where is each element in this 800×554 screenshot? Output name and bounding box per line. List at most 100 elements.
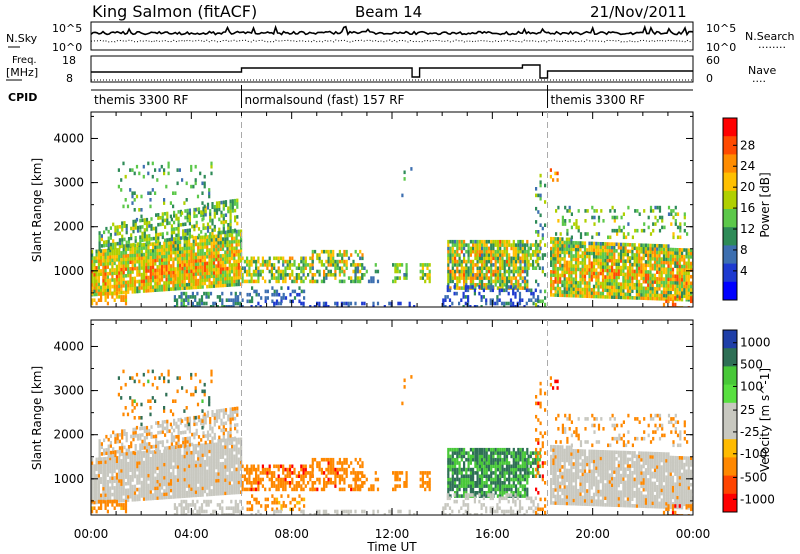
heatmap-cell (201, 211, 204, 215)
heatmap-cell (595, 278, 598, 282)
heatmap-cell (514, 295, 517, 299)
heatmap-cell (235, 490, 238, 495)
heatmap-cell (338, 273, 341, 277)
heatmap-cell (172, 465, 175, 469)
heatmap-cell (121, 432, 124, 437)
heatmap-cell (608, 245, 611, 250)
heatmap-cell (219, 247, 222, 251)
heatmap-cell (97, 473, 100, 478)
heatmap-cell (652, 222, 655, 226)
heatmap-cell (667, 277, 670, 281)
heatmap-cell (574, 254, 578, 258)
heatmap-cell (166, 231, 169, 236)
heatmap-cell (624, 242, 627, 247)
heatmap-cell (266, 266, 269, 270)
heatmap-cell (676, 277, 679, 282)
heatmap-cell (304, 256, 307, 261)
heatmap-cell (206, 206, 210, 210)
heatmap-cell (228, 298, 231, 302)
heatmap-cell (136, 497, 139, 502)
heatmap-cell (142, 467, 146, 471)
colorbar-tick-label: 28 (740, 138, 755, 152)
heatmap-cell (210, 475, 213, 480)
heatmap-cell (568, 273, 571, 278)
heatmap-cell (201, 476, 204, 481)
heatmap-cell (464, 288, 467, 293)
heatmap-cell (228, 273, 231, 277)
heatmap-cell (455, 291, 458, 296)
heatmap-cell (343, 273, 346, 277)
heatmap-cell (109, 479, 112, 484)
heatmap-cell (113, 479, 116, 483)
heatmap-cell (158, 459, 161, 464)
heatmap-cell (574, 247, 578, 252)
heatmap-cell (654, 222, 657, 226)
heatmap-cell (221, 448, 225, 453)
heatmap-cell (213, 205, 216, 209)
heatmap-cell (550, 276, 553, 281)
heatmap-cell (201, 258, 204, 263)
heatmap-cell (635, 263, 638, 267)
heatmap-cell (635, 259, 638, 264)
heatmap-cell (483, 253, 486, 257)
heatmap-cell (568, 237, 571, 242)
heatmap-cell (206, 225, 210, 230)
heatmap-cell (563, 260, 566, 265)
heatmap-cell (629, 266, 632, 270)
heatmap-cell (136, 450, 140, 454)
heatmap-cell (629, 276, 632, 280)
heatmap-cell (167, 485, 170, 490)
heatmap-cell (270, 266, 273, 270)
heatmap-cell (145, 470, 148, 475)
heatmap-cell (194, 208, 197, 212)
heatmap-cell (207, 291, 210, 296)
heatmap-cell (179, 236, 182, 240)
heatmap-cell (563, 257, 566, 261)
heatmap-cell (620, 249, 623, 253)
heatmap-cell (568, 267, 571, 271)
heatmap-cell (203, 174, 206, 179)
heatmap-cell (154, 268, 157, 273)
heatmap-cell (165, 489, 168, 493)
heatmap-cell (291, 256, 294, 261)
heatmap-cell (201, 489, 204, 494)
heatmap-cell (217, 485, 220, 489)
heatmap-cell (192, 467, 195, 471)
heatmap-cell (231, 283, 234, 287)
heatmap-cell (665, 257, 668, 262)
heatmap-cell (219, 485, 222, 489)
heatmap-cell (501, 276, 504, 280)
heatmap-cell (622, 249, 625, 253)
heatmap-cell (155, 236, 158, 241)
heatmap-cell (583, 261, 587, 265)
heatmap-cell (199, 258, 202, 263)
heatmap-cell (681, 268, 684, 272)
heatmap-cell (184, 215, 187, 220)
heatmap-cell (219, 448, 222, 453)
heatmap-cell (683, 271, 686, 275)
heatmap-cell (583, 294, 587, 298)
heatmap-cell (501, 243, 504, 247)
heatmap-cell (329, 253, 332, 257)
heatmap-cell (586, 291, 589, 295)
heatmap-cell (323, 279, 326, 284)
heatmap-cell (521, 259, 524, 264)
heatmap-cell (442, 301, 445, 306)
heatmap-cell (215, 485, 218, 490)
heatmap-cell (667, 212, 671, 216)
heatmap-cell (669, 287, 672, 291)
heatmap-cell (140, 249, 143, 254)
heatmap-cell (199, 443, 202, 448)
heatmap-cell (215, 247, 218, 252)
heatmap-cell (572, 257, 575, 262)
heatmap-cell (288, 266, 292, 270)
heatmap-cell (154, 486, 157, 491)
heatmap-cell (211, 221, 214, 226)
heatmap-cell (539, 183, 542, 188)
heatmap-cell (467, 266, 470, 270)
heatmap-cell (534, 249, 537, 254)
heatmap-cell (651, 280, 654, 284)
heatmap-cell (145, 442, 149, 446)
heatmap-cell (166, 221, 169, 226)
heatmap-cell (134, 434, 137, 438)
